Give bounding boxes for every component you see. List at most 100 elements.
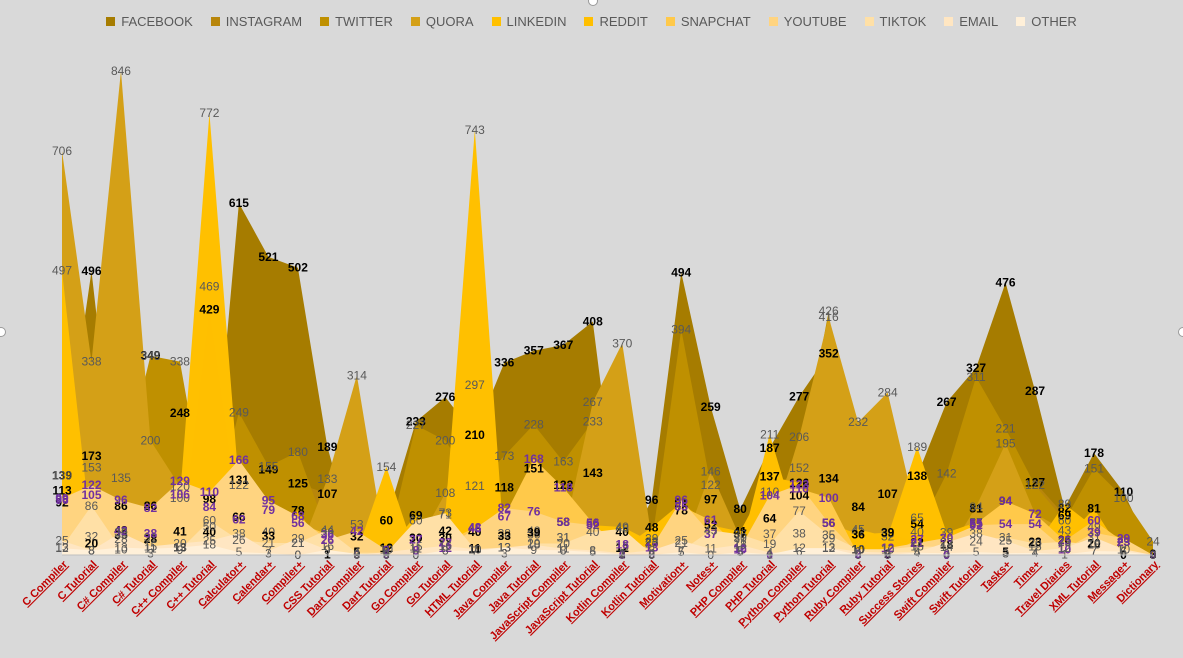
data-label: 23 xyxy=(645,535,659,549)
data-label: 118 xyxy=(554,480,574,494)
data-label: 60 xyxy=(380,514,394,528)
data-label: 36 xyxy=(321,527,335,541)
resize-handle-top[interactable] xyxy=(588,0,598,6)
data-label: 98 xyxy=(203,492,217,506)
legend-item-tiktok[interactable]: TIKTOK xyxy=(864,14,926,29)
data-label: 6 xyxy=(1120,545,1127,559)
legend-item-twitter[interactable]: TWITTER xyxy=(320,14,393,29)
legend-label: YOUTUBE xyxy=(783,14,847,29)
data-label: 40 xyxy=(468,525,482,539)
data-label: 23 xyxy=(645,535,659,549)
data-label: 86 xyxy=(114,499,128,513)
data-label: 18 xyxy=(527,538,541,552)
legend-item-quora[interactable]: QUORA xyxy=(410,14,474,29)
data-label: 311 xyxy=(967,370,986,384)
data-label: 5 xyxy=(914,545,921,559)
data-label: 154 xyxy=(376,460,396,474)
data-label: 16 xyxy=(321,539,335,553)
legend-item-linkedin[interactable]: LINKEDIN xyxy=(491,14,566,29)
data-label: 68 xyxy=(291,509,305,523)
data-label: 48 xyxy=(468,521,482,535)
legend-swatch xyxy=(320,17,330,26)
legend-item-email[interactable]: EMAIL xyxy=(944,14,998,29)
legend-item-snapchat[interactable]: SNAPCHAT xyxy=(665,14,751,29)
data-label: 24 xyxy=(969,534,983,548)
data-label: 89 xyxy=(1058,497,1072,511)
data-label: 6 xyxy=(1120,545,1127,559)
area-series-tiktok[interactable] xyxy=(62,505,1153,555)
data-label: 163 xyxy=(553,455,573,469)
data-label: 502 xyxy=(288,261,308,275)
data-label: 23 xyxy=(1117,535,1131,549)
data-label: 84 xyxy=(203,500,217,514)
data-label: 5 xyxy=(383,545,390,559)
data-label: 69 xyxy=(1058,509,1072,523)
data-label: 338 xyxy=(170,355,190,369)
data-label: 122 xyxy=(81,478,101,492)
legend-item-reddit[interactable]: REDDIT xyxy=(584,14,648,29)
data-label: 62 xyxy=(232,513,246,527)
data-label: 11 xyxy=(704,542,717,556)
legend-item-other[interactable]: OTHER xyxy=(1016,14,1077,29)
data-label: 8 xyxy=(412,543,419,557)
data-label: 82 xyxy=(1058,501,1072,515)
data-label: 133 xyxy=(317,472,337,486)
legend-item-youtube[interactable]: YOUTUBE xyxy=(768,14,847,29)
area-series-other[interactable] xyxy=(62,544,1153,555)
data-label: 61 xyxy=(704,513,718,527)
legend-item-instagram[interactable]: INSTAGRAM xyxy=(210,14,302,29)
data-label: 26 xyxy=(321,533,335,547)
data-label: 0 xyxy=(1150,548,1157,562)
data-label: 284 xyxy=(878,385,898,399)
data-label: 40 xyxy=(616,525,630,539)
legend-item-facebook[interactable]: FACEBOOK xyxy=(106,14,193,29)
data-label: 110 xyxy=(200,485,220,499)
data-label: 31 xyxy=(1087,530,1101,544)
data-label: 20 xyxy=(85,537,99,551)
data-label: 64 xyxy=(763,511,777,525)
data-label: 18 xyxy=(1087,538,1101,552)
data-label: 13 xyxy=(822,541,836,555)
data-label: 85 xyxy=(675,499,689,513)
data-label: 2 xyxy=(648,547,655,561)
x-tick-label[interactable]: Tasks+ xyxy=(979,559,1014,594)
data-label: 72 xyxy=(1028,507,1042,521)
data-label: 7 xyxy=(265,544,272,558)
data-label: 426 xyxy=(819,304,839,318)
data-label: 615 xyxy=(229,196,249,210)
data-label: 135 xyxy=(111,471,131,485)
data-label: 24 xyxy=(1146,534,1160,548)
data-label: 10 xyxy=(881,542,895,556)
data-label: 173 xyxy=(81,449,101,463)
data-label: 22 xyxy=(439,535,453,549)
data-label: 706 xyxy=(52,144,72,158)
data-label: 52 xyxy=(586,518,600,532)
data-label: 367 xyxy=(553,338,573,352)
data-label: 187 xyxy=(760,441,780,455)
data-label: 12 xyxy=(1058,541,1072,555)
data-label: 5 xyxy=(354,545,361,559)
area-series-quora[interactable] xyxy=(62,70,1153,556)
data-label: 67 xyxy=(498,510,512,524)
data-label: 53 xyxy=(350,518,364,532)
data-label: 8 xyxy=(648,543,655,557)
data-label: 41 xyxy=(734,525,748,539)
resize-handle-left[interactable] xyxy=(0,327,6,337)
data-label: 7 xyxy=(1032,544,1039,558)
resize-handle-right[interactable] xyxy=(1178,327,1183,337)
data-label: 82 xyxy=(498,501,512,515)
data-label: 55 xyxy=(969,517,983,531)
data-label: 8 xyxy=(737,543,744,557)
data-label: 146 xyxy=(701,464,721,478)
data-label: 40 xyxy=(262,525,276,539)
data-label: 1 xyxy=(766,547,773,561)
data-label: 11 xyxy=(144,542,157,556)
data-label: 56 xyxy=(586,516,600,530)
data-label: 60 xyxy=(1087,514,1101,528)
data-label: 429 xyxy=(199,303,219,317)
data-label: 352 xyxy=(819,347,839,361)
data-label: 56 xyxy=(291,516,305,530)
data-label: 139 xyxy=(52,468,72,482)
x-tick-label[interactable]: Swift Tutorial xyxy=(927,559,984,616)
data-label: 228 xyxy=(524,418,544,432)
